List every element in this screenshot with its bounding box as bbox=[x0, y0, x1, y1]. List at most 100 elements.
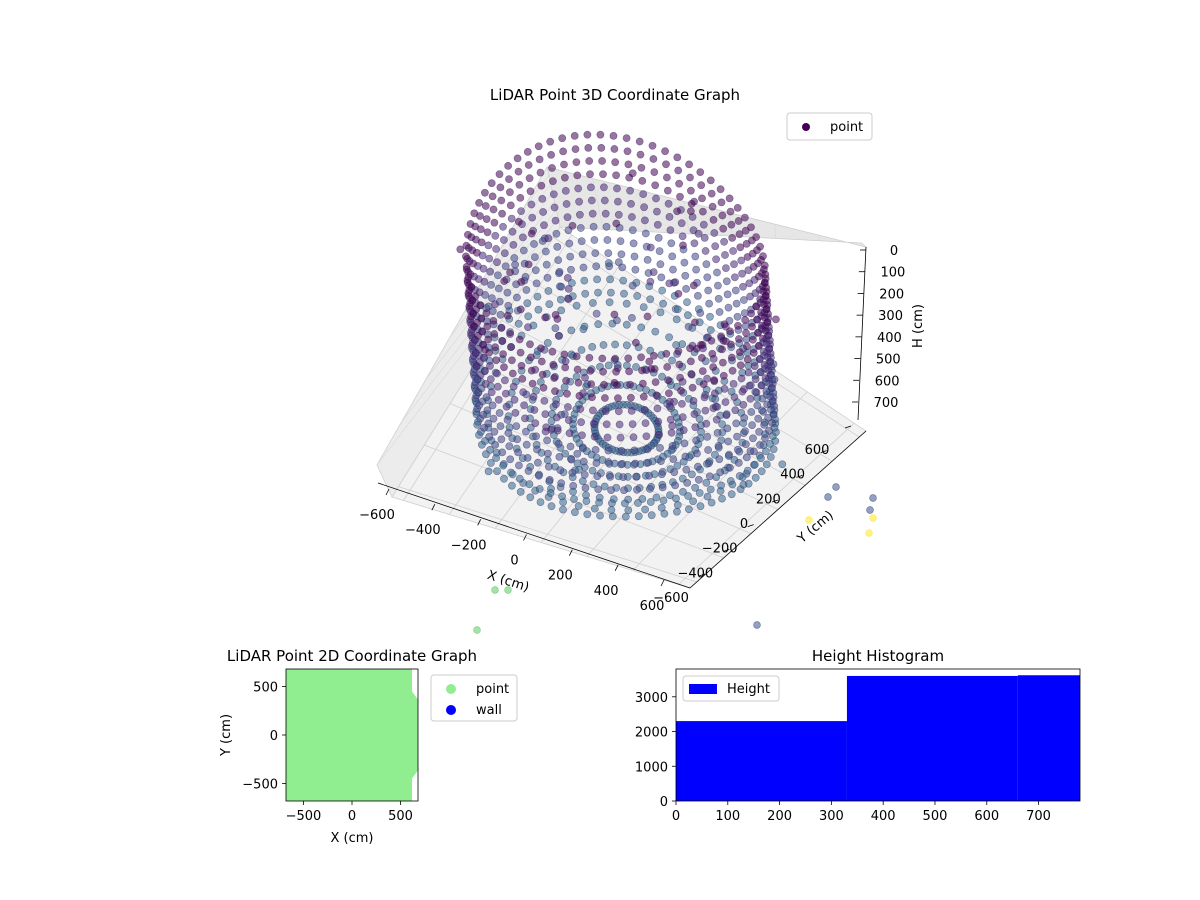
data-point bbox=[620, 289, 628, 298]
data-point bbox=[743, 355, 752, 364]
data-point bbox=[673, 153, 682, 162]
data-point bbox=[756, 295, 765, 304]
data-point bbox=[751, 375, 760, 384]
data-point bbox=[723, 424, 732, 433]
data-point bbox=[724, 437, 733, 446]
data-point bbox=[650, 365, 659, 373]
data-point bbox=[622, 299, 631, 308]
data-point bbox=[525, 174, 534, 183]
data-point bbox=[482, 215, 491, 223]
data-point bbox=[708, 349, 717, 358]
data-point bbox=[634, 499, 642, 507]
data-point bbox=[673, 501, 682, 509]
data-point bbox=[627, 406, 636, 415]
x-tick-label-2d: −500 bbox=[286, 809, 322, 824]
data-point bbox=[664, 376, 672, 384]
legend-marker-point bbox=[802, 123, 810, 131]
data-point bbox=[534, 458, 542, 467]
data-point bbox=[673, 461, 682, 470]
x-tick-label: 0 bbox=[510, 554, 518, 569]
grid-line-x bbox=[678, 422, 855, 585]
data-point bbox=[611, 340, 619, 349]
data-point bbox=[707, 189, 716, 198]
data-point bbox=[610, 310, 619, 319]
data-point bbox=[500, 363, 508, 372]
data-point bbox=[726, 327, 734, 336]
data-point bbox=[735, 348, 744, 357]
histogram-y-tick-label: 2000 bbox=[635, 726, 668, 741]
data-point bbox=[517, 361, 526, 370]
data-point bbox=[685, 160, 693, 169]
data-point bbox=[579, 325, 588, 334]
x-tick-label: −200 bbox=[451, 538, 487, 553]
data-point bbox=[670, 468, 679, 477]
data-point bbox=[684, 492, 692, 500]
data-point bbox=[628, 169, 637, 178]
data-point bbox=[636, 150, 645, 159]
y-tick-label: 400 bbox=[780, 468, 805, 483]
data-point bbox=[612, 367, 620, 376]
data-point bbox=[739, 282, 747, 291]
data-point bbox=[515, 180, 524, 189]
data-point bbox=[762, 387, 771, 396]
data-point bbox=[678, 232, 687, 241]
data-point bbox=[614, 394, 622, 403]
data-point bbox=[690, 410, 699, 418]
data-point bbox=[761, 374, 770, 382]
data-point bbox=[614, 197, 622, 206]
data-point bbox=[505, 175, 513, 183]
data-point bbox=[605, 459, 614, 468]
data-point bbox=[487, 388, 496, 397]
data-point bbox=[544, 234, 553, 243]
data-point bbox=[632, 472, 640, 481]
data-point bbox=[538, 194, 547, 203]
data-point bbox=[507, 481, 516, 490]
chart-3d-z-axis-line bbox=[857, 246, 867, 421]
data-point bbox=[566, 442, 575, 451]
data-point bbox=[643, 255, 652, 264]
data-point bbox=[704, 286, 713, 295]
data-point bbox=[501, 389, 510, 398]
data-point bbox=[519, 246, 528, 255]
data-point bbox=[732, 299, 741, 308]
data-point bbox=[475, 198, 483, 207]
data-point bbox=[481, 202, 490, 210]
data-point-outlier bbox=[824, 493, 832, 501]
data-point bbox=[563, 213, 572, 222]
data-point bbox=[522, 286, 531, 294]
data-point bbox=[552, 400, 560, 409]
data-point bbox=[756, 242, 764, 251]
data-point bbox=[576, 224, 585, 232]
data-point bbox=[491, 440, 500, 449]
data-point bbox=[557, 282, 566, 291]
data-point bbox=[632, 338, 640, 347]
data-point bbox=[628, 313, 636, 322]
data-point bbox=[607, 288, 615, 297]
data-point bbox=[504, 429, 513, 437]
data-point bbox=[688, 470, 696, 479]
data-point bbox=[625, 367, 633, 376]
data-point bbox=[487, 280, 495, 289]
data-point bbox=[656, 260, 665, 269]
data-point bbox=[632, 363, 640, 371]
data-point bbox=[671, 481, 679, 490]
data-point bbox=[489, 205, 498, 214]
data-point bbox=[727, 353, 736, 362]
data-point bbox=[581, 289, 590, 298]
data-point bbox=[713, 268, 721, 277]
data-point bbox=[462, 262, 471, 271]
data-point bbox=[627, 199, 635, 208]
data-point bbox=[641, 229, 650, 238]
data-point bbox=[528, 213, 537, 222]
data-point bbox=[717, 198, 726, 207]
data-point bbox=[507, 468, 515, 477]
data-point bbox=[567, 455, 576, 464]
data-point bbox=[765, 426, 773, 435]
y-tick-label: −600 bbox=[653, 591, 689, 606]
data-point bbox=[588, 342, 597, 351]
data-point bbox=[668, 421, 677, 430]
data-point bbox=[550, 374, 559, 382]
data-point bbox=[456, 245, 465, 254]
data-point bbox=[587, 183, 595, 192]
